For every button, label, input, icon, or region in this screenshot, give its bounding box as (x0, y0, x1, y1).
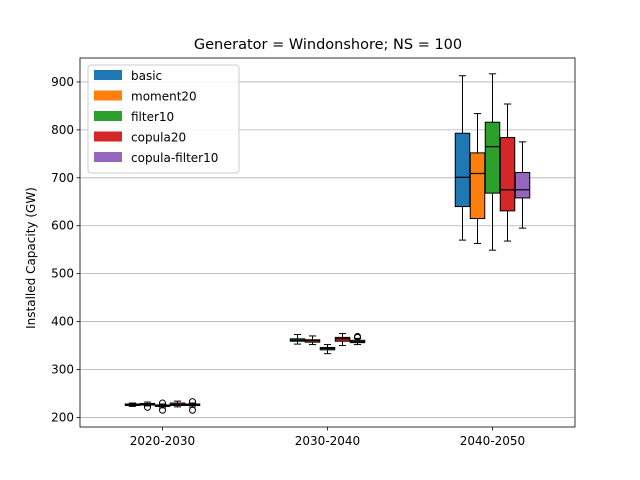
outlier-point (189, 398, 196, 406)
box-body (454, 132, 471, 208)
legend-swatch (94, 131, 122, 142)
legend-box (87, 64, 240, 174)
legend-label: copula-filter10 (131, 151, 218, 165)
box-body (484, 121, 501, 194)
y-tick-label: 300 (51, 362, 74, 376)
box-body (514, 172, 531, 199)
axes: 200 300 400 500 600 700 800 900 2020-2030 2030-20… (51, 57, 576, 448)
box-copula-filter10-2020-2030 (184, 398, 201, 414)
outlier-point (144, 403, 151, 411)
box-basic-2020-2030 (124, 402, 141, 407)
box-moment20-2040-2050 (469, 113, 486, 244)
box-series-group (124, 73, 531, 414)
box-copula20-2030-2040 (334, 333, 351, 347)
box-filter10-2030-2040 (319, 344, 336, 355)
legend-swatch (94, 111, 122, 121)
legend-label: basic (131, 69, 162, 83)
outlier-point (189, 406, 196, 414)
x-tick-label: 2030-2040 (295, 434, 360, 448)
outlier-point (159, 406, 166, 414)
box-basic-2030-2040 (289, 334, 306, 345)
box-copula-filter10-2030-2040 (349, 332, 366, 346)
legend: basic moment20 filter10 copula20 copula-filt… (87, 64, 240, 174)
legend-label: filter10 (131, 110, 174, 124)
y-axis-label: Installed Capacity (GW) (24, 187, 38, 329)
plot-frame (79, 57, 576, 428)
box-copula20-2020-2030 (169, 400, 186, 408)
y-tick-label: 500 (51, 267, 74, 281)
box-body (499, 137, 516, 212)
box-moment20-2030-2040 (304, 335, 321, 346)
box-filter10-2020-2030 (154, 399, 171, 414)
y-tick-label: 400 (51, 315, 74, 329)
legend-swatch (94, 90, 122, 101)
y-tick-label: 200 (51, 410, 74, 424)
y-tick-label: 800 (51, 123, 74, 137)
chart-title: Generator = Windonshore; NS = 100 (194, 37, 462, 53)
legend-label: copula20 (131, 131, 186, 145)
y-tick-label: 900 (51, 75, 74, 89)
outlier-point (159, 399, 166, 407)
x-tick-label: 2020-2030 (130, 434, 195, 448)
box-copula-filter10-2040-2050 (514, 141, 531, 229)
outlier-point (354, 332, 361, 340)
y-tick-label: 600 (51, 219, 74, 233)
x-tick-label: 2040-2050 (460, 434, 525, 448)
y-tick-label: 700 (51, 171, 74, 185)
box-copula20-2040-2050 (499, 103, 516, 242)
box-body (469, 152, 486, 220)
box-moment20-2020-2030 (139, 401, 156, 411)
box-filter10-2040-2050 (484, 73, 501, 251)
legend-swatch (94, 152, 122, 162)
legend-swatch (94, 70, 122, 80)
box-basic-2040-2050 (454, 75, 471, 241)
legend-label: moment20 (131, 90, 197, 104)
